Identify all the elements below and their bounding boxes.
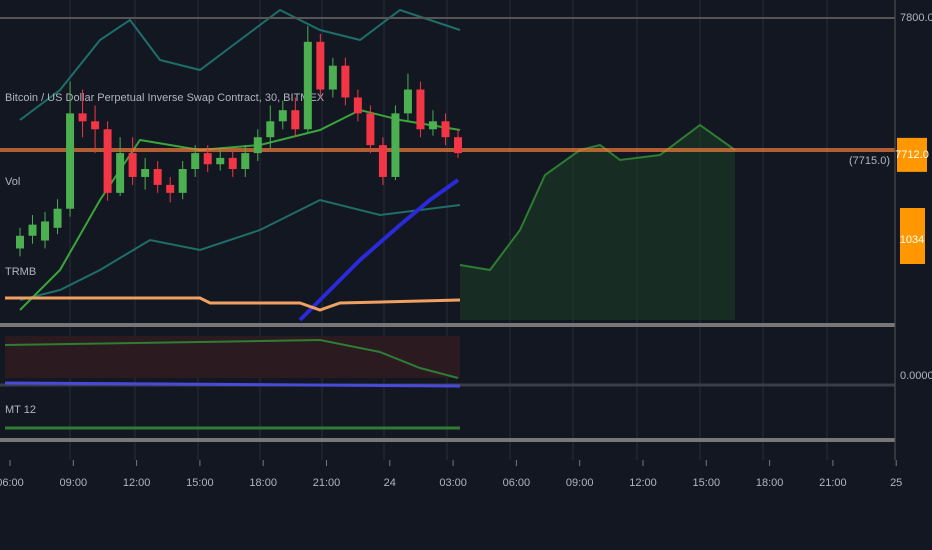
candle-body xyxy=(66,113,75,209)
x-tick-label: 21:00 xyxy=(313,477,341,489)
band-upper xyxy=(19,8,461,121)
candle-body xyxy=(78,113,87,122)
x-tick-label: 15:00 xyxy=(186,477,214,489)
candle-body xyxy=(228,157,237,169)
chart-title: Bitcoin / US Dollar Perpetual Inverse Sw… xyxy=(5,92,325,104)
candle-body xyxy=(116,153,125,193)
candle-body xyxy=(128,153,137,177)
candle-body xyxy=(416,89,425,130)
candle-body xyxy=(141,169,150,177)
band-lower xyxy=(19,198,461,301)
x-tick-label: 09:00 xyxy=(60,477,88,489)
candle-body xyxy=(428,121,437,130)
candle-body xyxy=(166,184,175,193)
marker-price-label: (7715.0) xyxy=(849,155,890,167)
candle-body xyxy=(153,169,162,185)
candle-body xyxy=(454,137,462,154)
volume-badge xyxy=(900,208,925,264)
pane-label: Vol xyxy=(5,176,20,188)
pane-label: TRMB xyxy=(5,266,36,278)
x-tick-label: 21:00 xyxy=(819,477,847,489)
candle-body xyxy=(441,121,450,138)
candle-body xyxy=(16,235,24,249)
x-tick-label: 06:00 xyxy=(0,477,24,489)
y-tick-label: 7800.0 xyxy=(900,12,932,24)
candle-body xyxy=(316,41,325,90)
candle-body xyxy=(41,221,50,241)
x-tick-label: 24 xyxy=(384,477,396,489)
osc-signal xyxy=(4,381,461,388)
span-line xyxy=(459,123,736,272)
candle-body xyxy=(253,137,262,154)
osc-line xyxy=(4,338,459,379)
x-tick-label: 06:00 xyxy=(503,477,531,489)
ma-green xyxy=(19,108,461,311)
candle-body xyxy=(291,110,300,130)
candle-body xyxy=(378,145,387,177)
ma-orange xyxy=(5,296,461,312)
x-tick-label: 12:00 xyxy=(123,477,151,489)
candle-body xyxy=(278,110,287,122)
candle-body xyxy=(203,153,212,165)
candle-body xyxy=(91,121,100,130)
candle-body xyxy=(266,121,275,138)
x-tick-label: 18:00 xyxy=(756,477,784,489)
volume-label: 1034 xyxy=(900,234,924,246)
candle-body xyxy=(341,65,350,98)
candle-body xyxy=(403,89,412,114)
cloud xyxy=(460,125,735,320)
x-tick-label: 12:00 xyxy=(629,477,657,489)
last-price-badge xyxy=(897,137,927,172)
candle-body xyxy=(353,97,362,114)
candle-body xyxy=(241,153,250,169)
candle-body xyxy=(191,153,200,169)
candle-body xyxy=(391,113,400,177)
x-tick-label: 25 xyxy=(890,477,902,489)
ma-blue xyxy=(298,178,460,322)
x-tick-label: 15:00 xyxy=(693,477,721,489)
candle-body xyxy=(328,65,337,90)
x-tick-label: 03:00 xyxy=(439,477,467,489)
candle-body xyxy=(53,208,62,228)
candle-body xyxy=(103,129,112,193)
candle-body xyxy=(178,169,187,193)
candle-body xyxy=(216,157,225,165)
x-tick-label: 18:00 xyxy=(249,477,277,489)
pane-label: MT 12 xyxy=(5,404,36,416)
candle-body xyxy=(28,224,37,236)
candle-body xyxy=(303,41,312,130)
last-price-label: 7712.0 xyxy=(895,149,929,161)
axis-label: 0.0000 xyxy=(900,370,932,382)
x-tick-label: 09:00 xyxy=(566,477,594,489)
candle-body xyxy=(366,113,375,146)
